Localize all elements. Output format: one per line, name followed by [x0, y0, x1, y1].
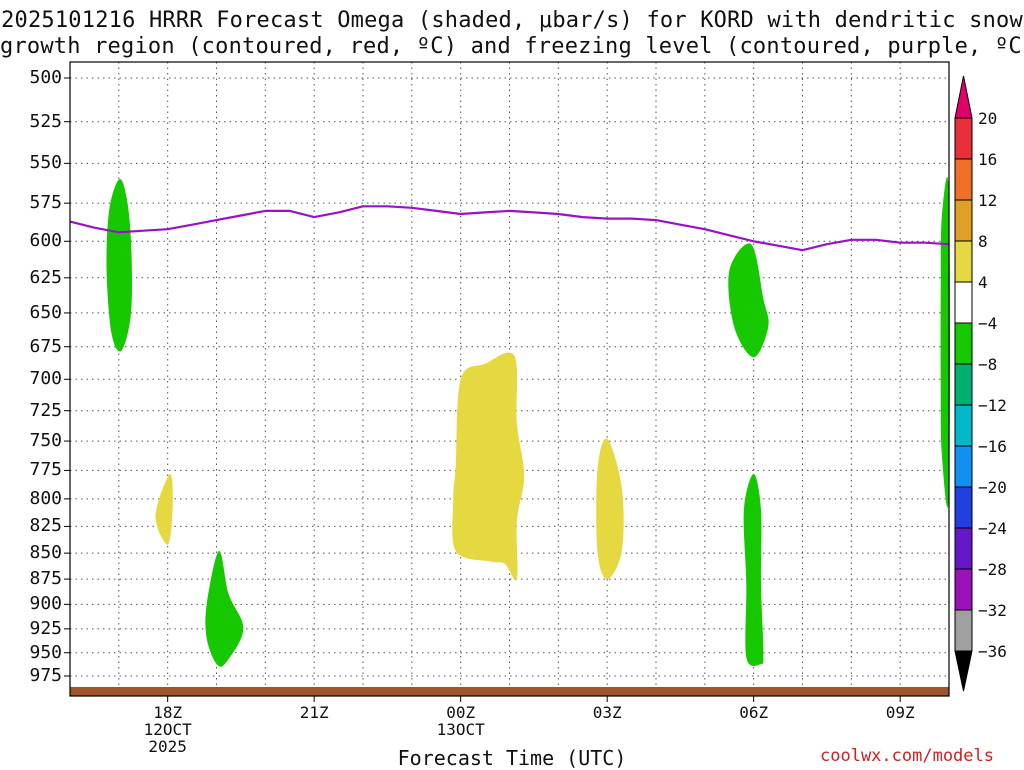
- y-tick-label-550: 550: [29, 152, 62, 174]
- freezing-level-series: [69, 205, 950, 252]
- colorbar-bin-9: [954, 445, 973, 488]
- colorbar-tick-label-4: 4: [978, 273, 988, 292]
- axis-tick-marks: [64, 77, 901, 702]
- colorbar-bin-8: [954, 404, 973, 447]
- colorbar-bin-13: [954, 609, 973, 652]
- colorbar-tick-label--8: −8: [978, 355, 998, 374]
- colorbar: [954, 75, 973, 692]
- credit-label: coolwx.com/models: [820, 746, 994, 766]
- x-tick-label-line: 13OCT: [436, 720, 485, 739]
- chart-title-line-1: 2025101216 HRRR Forecast Omega (shaded, …: [1, 8, 1023, 33]
- x-tick-label-line: 2025: [148, 737, 187, 756]
- colorbar-bin-2: [954, 158, 973, 201]
- colorbar-bottom-arrow: [954, 650, 973, 692]
- surface-band: [70, 686, 949, 696]
- omega-region-4: [743, 473, 764, 666]
- y-tick-label-925: 925: [29, 617, 62, 639]
- gridlines: [70, 62, 949, 696]
- x-tick-label-line: 06Z: [739, 703, 769, 722]
- y-tick-label-675: 675: [29, 335, 62, 357]
- omega-region-5: [155, 473, 173, 545]
- x-tick-label-03Z: 03Z: [567, 704, 647, 721]
- surface-ground: [70, 686, 949, 696]
- x-tick-label-21Z: 21Z: [274, 704, 354, 721]
- x-tick-label-line: 09Z: [885, 703, 915, 722]
- colorbar-bin-5: [954, 281, 973, 324]
- colorbar-tick-label-12: 12: [978, 191, 998, 210]
- omega-region-7: [596, 438, 624, 580]
- x-tick-label-line: 03Z: [592, 703, 622, 722]
- colorbar-tick-label--12: −12: [978, 396, 1007, 415]
- omega-region-0: [106, 179, 132, 352]
- y-tick-label-975: 975: [29, 665, 62, 686]
- y-tick-label-875: 875: [29, 568, 62, 590]
- colorbar-tick-label--36: −36: [978, 642, 1007, 661]
- x-tick-label-line: 21Z: [299, 703, 329, 722]
- x-axis-title: Forecast Time (UTC): [397, 746, 627, 770]
- x-tick-label-line: 12OCT: [143, 720, 192, 739]
- x-tick-label-line: 18Z: [153, 703, 183, 722]
- omega-regions: [106, 176, 950, 667]
- x-tick-label-line: 00Z: [446, 703, 476, 722]
- y-tick-label-625: 625: [29, 266, 62, 288]
- y-tick-label-750: 750: [29, 430, 62, 452]
- y-tick-label-825: 825: [29, 515, 62, 537]
- chart-title-line-2: growth region (contoured, red, ºC) and f…: [0, 34, 1024, 59]
- colorbar-bin-10: [954, 486, 973, 529]
- omega-region-6: [452, 352, 525, 581]
- y-tick-label-950: 950: [29, 641, 62, 663]
- colorbar-tick-label--16: −16: [978, 437, 1007, 456]
- omega-region-1: [728, 243, 769, 358]
- colorbar-bin-7: [954, 363, 973, 406]
- x-tick-label-00Z: 00Z 13OCT: [421, 704, 501, 738]
- x-tick-label-18Z: 18Z 12OCT 2025: [128, 704, 208, 755]
- x-tick-label-06Z: 06Z: [714, 704, 794, 721]
- colorbar-tick-label-8: 8: [978, 232, 988, 251]
- y-tick-label-600: 600: [29, 230, 62, 252]
- y-tick-label-500: 500: [29, 67, 62, 88]
- omega-region-3: [205, 550, 244, 667]
- y-tick-label-575: 575: [29, 192, 62, 214]
- colorbar-bin-4: [954, 240, 973, 283]
- omega-region-2: [940, 176, 950, 508]
- x-tick-label-09Z: 09Z: [860, 704, 940, 721]
- colorbar-tick-label-20: 20: [978, 109, 998, 128]
- colorbar-tick-label--28: −28: [978, 560, 1007, 579]
- y-tick-label-725: 725: [29, 399, 62, 421]
- colorbar-bin-1: [954, 117, 973, 160]
- colorbar-tick-label--24: −24: [978, 519, 1007, 538]
- y-tick-label-800: 800: [29, 487, 62, 509]
- colorbar-tick-label--20: −20: [978, 478, 1007, 497]
- colorbar-top-arrow: [954, 75, 973, 119]
- colorbar-bin-6: [954, 322, 973, 365]
- y-tick-label-525: 525: [29, 110, 62, 132]
- colorbar-bin-3: [954, 199, 973, 242]
- y-tick-label-850: 850: [29, 542, 62, 564]
- colorbar-bin-11: [954, 527, 973, 570]
- y-tick-label-650: 650: [29, 301, 62, 323]
- colorbar-tick-label-16: 16: [978, 150, 998, 169]
- colorbar-tick-label--32: −32: [978, 601, 1007, 620]
- y-tick-label-700: 700: [29, 368, 62, 390]
- y-tick-label-775: 775: [29, 459, 62, 481]
- y-tick-label-900: 900: [29, 593, 62, 615]
- freezing-level-line: [69, 205, 950, 252]
- colorbar-bin-12: [954, 568, 973, 611]
- colorbar-tick-label--4: −4: [978, 314, 998, 333]
